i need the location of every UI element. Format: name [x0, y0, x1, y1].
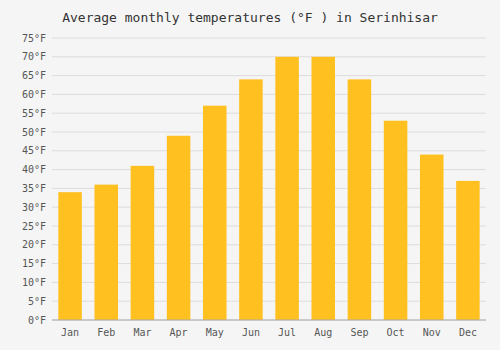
- y-tick-label: 40°F: [22, 164, 46, 175]
- x-tick-label: Jul: [278, 327, 296, 338]
- x-tick-label: Feb: [97, 327, 115, 338]
- title: Average monthly temperatures (°F ) in Se…: [62, 10, 438, 25]
- bar: [420, 155, 444, 320]
- x-tick-label: Jan: [61, 327, 79, 338]
- bars: [58, 57, 479, 320]
- grid: [52, 38, 486, 320]
- bar: [131, 166, 155, 320]
- y-tick-label: 15°F: [22, 258, 46, 269]
- x-tick-label: May: [206, 327, 224, 338]
- x-tick-label: Oct: [387, 327, 405, 338]
- y-tick-label: 35°F: [22, 183, 46, 194]
- x-tick-label: Apr: [170, 327, 188, 338]
- chart: 0°F 5°F 10°F 15°F 20°F 25°F 30°F 35°F 40°F 45°F 50…: [0, 0, 500, 350]
- bar: [311, 57, 335, 320]
- y-tick-label: 20°F: [22, 239, 46, 250]
- y-tick-label: 45°F: [22, 145, 46, 156]
- bar: [275, 57, 299, 320]
- grid-line: [52, 113, 486, 114]
- grid-line: [52, 132, 486, 133]
- grid-line: [52, 56, 486, 57]
- y-tick-label: 30°F: [22, 202, 46, 213]
- y-tick-label: 50°F: [22, 127, 46, 138]
- x-axis-line: [52, 320, 486, 321]
- y-tick-label: 10°F: [22, 277, 46, 288]
- bar: [239, 79, 263, 320]
- grid-line: [52, 38, 486, 39]
- x-tick-label: Aug: [314, 327, 332, 338]
- bar: [456, 181, 480, 320]
- y-tick-label: 75°F: [22, 33, 46, 44]
- grid-line: [52, 150, 486, 151]
- y-tick-label: 65°F: [22, 70, 46, 81]
- x-tick-label: Nov: [423, 327, 441, 338]
- bar: [167, 136, 191, 320]
- y-tick-label: 70°F: [22, 51, 46, 62]
- x-tick-label: Sep: [350, 327, 368, 338]
- y-tick-label: 0°F: [28, 315, 46, 326]
- grid-line: [52, 94, 486, 95]
- y-tick-label: 5°F: [28, 296, 46, 307]
- bar: [94, 185, 118, 320]
- x-tick-label: Mar: [133, 327, 151, 338]
- bar: [203, 106, 227, 320]
- grid-line: [52, 75, 486, 76]
- y-tick-label: 60°F: [22, 89, 46, 100]
- x-tick-label: Jun: [242, 327, 260, 338]
- bar: [384, 121, 408, 320]
- grid-line: [52, 320, 486, 321]
- y-tick-label: 55°F: [22, 108, 46, 119]
- y-tick-label: 25°F: [22, 221, 46, 232]
- bar: [348, 79, 372, 320]
- background: [0, 0, 500, 350]
- bar: [58, 192, 82, 320]
- x-tick-label: Dec: [459, 327, 477, 338]
